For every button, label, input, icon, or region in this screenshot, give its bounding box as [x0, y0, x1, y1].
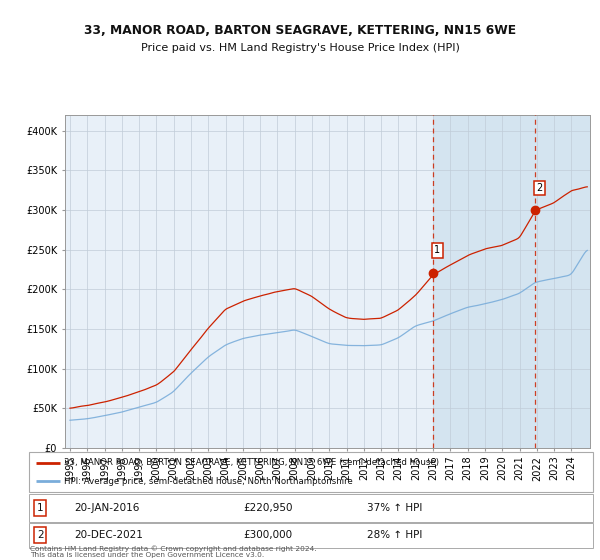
Text: Price paid vs. HM Land Registry's House Price Index (HPI): Price paid vs. HM Land Registry's House … — [140, 43, 460, 53]
Text: 1: 1 — [37, 503, 43, 513]
Text: 2: 2 — [37, 530, 43, 540]
Text: £220,950: £220,950 — [243, 503, 293, 513]
Text: 33, MANOR ROAD, BARTON SEAGRAVE, KETTERING, NN15 6WE (semi-detached house): 33, MANOR ROAD, BARTON SEAGRAVE, KETTERI… — [64, 458, 439, 467]
Text: 33, MANOR ROAD, BARTON SEAGRAVE, KETTERING, NN15 6WE: 33, MANOR ROAD, BARTON SEAGRAVE, KETTERI… — [84, 24, 516, 38]
Text: 1: 1 — [434, 245, 440, 255]
Text: HPI: Average price, semi-detached house, North Northamptonshire: HPI: Average price, semi-detached house,… — [64, 477, 353, 486]
Text: This data is licensed under the Open Government Licence v3.0.: This data is licensed under the Open Gov… — [30, 552, 264, 558]
Text: 2: 2 — [536, 183, 543, 193]
Text: 20-DEC-2021: 20-DEC-2021 — [74, 530, 143, 540]
Text: 20-JAN-2016: 20-JAN-2016 — [74, 503, 139, 513]
Text: Contains HM Land Registry data © Crown copyright and database right 2024.: Contains HM Land Registry data © Crown c… — [30, 545, 317, 552]
Text: 37% ↑ HPI: 37% ↑ HPI — [367, 503, 422, 513]
Text: £300,000: £300,000 — [243, 530, 292, 540]
Text: 28% ↑ HPI: 28% ↑ HPI — [367, 530, 422, 540]
Bar — [433, 115, 592, 448]
